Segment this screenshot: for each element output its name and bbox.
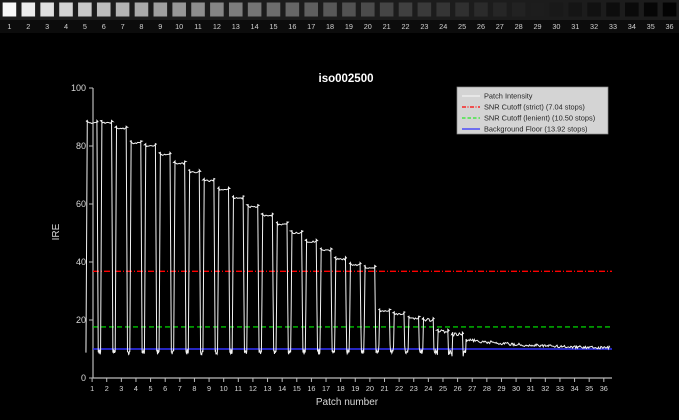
- svg-text:17: 17: [307, 22, 315, 31]
- svg-text:16: 16: [307, 384, 315, 393]
- svg-text:Patch number: Patch number: [316, 397, 379, 408]
- svg-text:13: 13: [232, 22, 240, 31]
- svg-text:28: 28: [483, 384, 491, 393]
- svg-text:6: 6: [102, 22, 106, 31]
- svg-text:20: 20: [366, 384, 374, 393]
- svg-text:9: 9: [158, 22, 162, 31]
- svg-text:35: 35: [647, 22, 655, 31]
- svg-text:12: 12: [213, 22, 221, 31]
- svg-text:15: 15: [269, 22, 277, 31]
- svg-text:2: 2: [105, 384, 109, 393]
- svg-text:0: 0: [81, 373, 86, 383]
- svg-text:26: 26: [454, 384, 462, 393]
- svg-text:Background Floor (13.92 stops): Background Floor (13.92 stops): [484, 125, 588, 134]
- svg-text:27: 27: [496, 22, 504, 31]
- svg-text:7: 7: [178, 384, 182, 393]
- svg-text:8: 8: [192, 384, 196, 393]
- svg-text:100: 100: [71, 83, 86, 93]
- svg-text:36: 36: [666, 22, 674, 31]
- svg-text:29: 29: [533, 22, 541, 31]
- svg-text:10: 10: [220, 384, 228, 393]
- svg-text:29: 29: [497, 384, 505, 393]
- svg-text:35: 35: [585, 384, 593, 393]
- svg-text:31: 31: [527, 384, 535, 393]
- svg-text:1: 1: [7, 22, 11, 31]
- svg-text:34: 34: [570, 384, 578, 393]
- svg-text:18: 18: [326, 22, 334, 31]
- svg-text:9: 9: [207, 384, 211, 393]
- svg-text:20: 20: [364, 22, 372, 31]
- svg-text:21: 21: [380, 384, 388, 393]
- svg-text:28: 28: [515, 22, 523, 31]
- svg-text:Patch Intensity: Patch Intensity: [484, 92, 533, 101]
- svg-text:30: 30: [512, 384, 520, 393]
- svg-text:2: 2: [26, 22, 30, 31]
- svg-text:32: 32: [541, 384, 549, 393]
- svg-text:33: 33: [556, 384, 564, 393]
- svg-text:60: 60: [76, 199, 86, 209]
- svg-text:12: 12: [249, 384, 257, 393]
- svg-text:34: 34: [628, 22, 636, 31]
- svg-text:3: 3: [45, 22, 49, 31]
- svg-text:16: 16: [288, 22, 296, 31]
- svg-text:11: 11: [235, 384, 243, 393]
- svg-text:15: 15: [293, 384, 301, 393]
- svg-text:IRE: IRE: [51, 223, 62, 240]
- svg-text:32: 32: [590, 22, 598, 31]
- svg-text:5: 5: [149, 384, 153, 393]
- svg-text:22: 22: [401, 22, 409, 31]
- svg-text:20: 20: [76, 315, 86, 325]
- svg-text:iso002500: iso002500: [319, 73, 374, 85]
- svg-text:80: 80: [76, 141, 86, 151]
- svg-text:24: 24: [439, 22, 447, 31]
- svg-text:25: 25: [458, 22, 466, 31]
- svg-text:27: 27: [468, 384, 476, 393]
- svg-text:24: 24: [424, 384, 432, 393]
- svg-text:26: 26: [477, 22, 485, 31]
- svg-text:21: 21: [383, 22, 391, 31]
- svg-text:6: 6: [163, 384, 167, 393]
- svg-text:4: 4: [64, 22, 68, 31]
- svg-text:14: 14: [278, 384, 286, 393]
- svg-text:10: 10: [175, 22, 183, 31]
- svg-text:25: 25: [439, 384, 447, 393]
- svg-text:17: 17: [322, 384, 330, 393]
- svg-text:23: 23: [410, 384, 418, 393]
- svg-text:SNR Cutoff (strict) (7.04 stop: SNR Cutoff (strict) (7.04 stops): [484, 103, 585, 112]
- svg-text:19: 19: [351, 384, 359, 393]
- svg-text:1: 1: [90, 384, 94, 393]
- svg-text:SNR Cutoff (lenient) (10.50 st: SNR Cutoff (lenient) (10.50 stops): [484, 114, 595, 123]
- svg-text:19: 19: [345, 22, 353, 31]
- svg-text:3: 3: [119, 384, 123, 393]
- svg-text:13: 13: [263, 384, 271, 393]
- svg-text:31: 31: [571, 22, 579, 31]
- svg-text:23: 23: [420, 22, 428, 31]
- svg-text:5: 5: [83, 22, 87, 31]
- svg-text:40: 40: [76, 257, 86, 267]
- svg-text:11: 11: [194, 22, 202, 31]
- svg-text:22: 22: [395, 384, 403, 393]
- svg-text:4: 4: [134, 384, 138, 393]
- svg-text:8: 8: [139, 22, 143, 31]
- svg-text:33: 33: [609, 22, 617, 31]
- svg-text:36: 36: [600, 384, 608, 393]
- svg-text:30: 30: [552, 22, 560, 31]
- svg-text:18: 18: [337, 384, 345, 393]
- svg-text:14: 14: [251, 22, 259, 31]
- svg-text:7: 7: [121, 22, 125, 31]
